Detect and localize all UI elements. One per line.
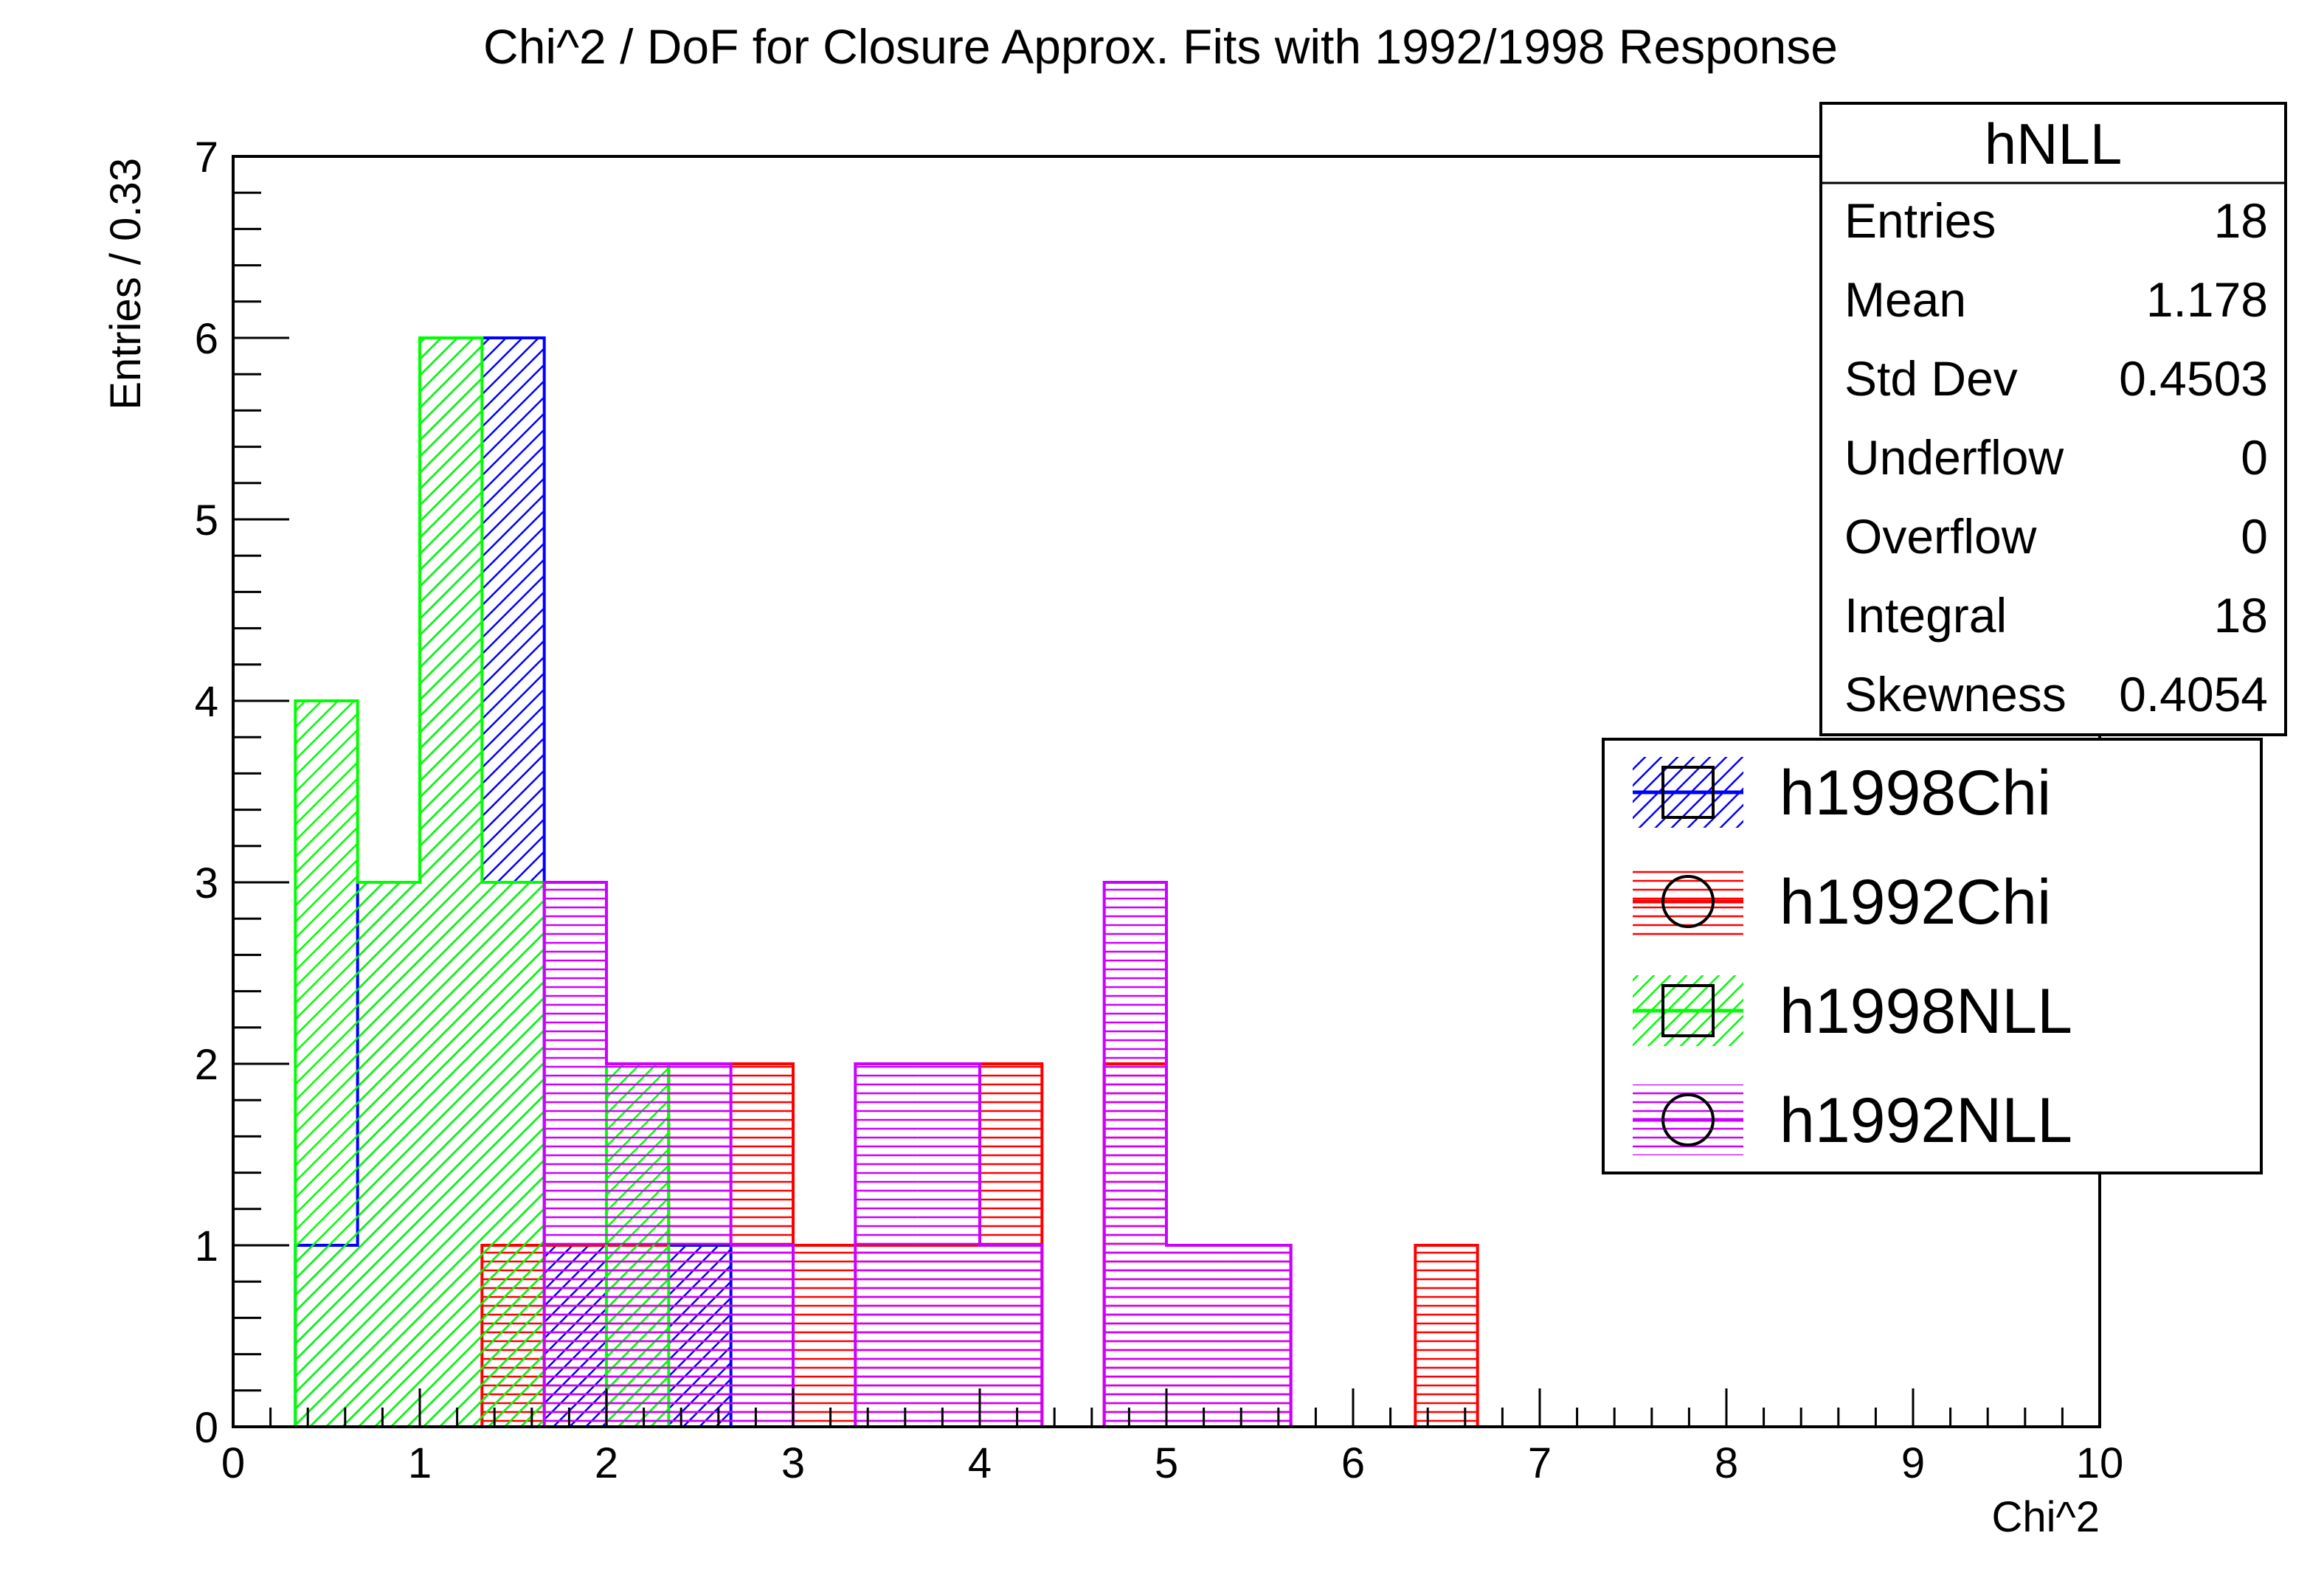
- series-h1992NLL: [233, 881, 2100, 1428]
- bar-h1998NLL-4: [482, 882, 544, 1427]
- stats-value: 0.4054: [2119, 667, 2268, 721]
- stats-label: Mean: [1844, 272, 1966, 327]
- bar-h1992NLL-5: [544, 882, 606, 1427]
- stats-value: 1.178: [2146, 272, 2268, 327]
- x-tick-label: 9: [1901, 1439, 1925, 1487]
- histogram-bars: [233, 336, 2100, 1428]
- legend-marker-circle: [1661, 1093, 1715, 1146]
- x-axis-label: Chi^2: [1991, 1493, 2100, 1541]
- legend-label: h1992Chi: [1780, 867, 2051, 938]
- stats-title: hNLL: [1985, 111, 2122, 176]
- y-tick-label: 4: [195, 678, 218, 726]
- x-tick-label: 4: [968, 1439, 992, 1487]
- bar-h1992NLL-6: [606, 1064, 669, 1427]
- bar-h1992NLL-10: [855, 1064, 918, 1427]
- x-tick-label: 1: [408, 1439, 432, 1487]
- bar-h1992NLL-14: [1104, 882, 1166, 1427]
- stats-value: 0.4503: [2119, 351, 2268, 406]
- bar-h1992Chi-19: [1415, 1245, 1478, 1427]
- legend-item: h1992NLL: [1633, 1084, 2072, 1156]
- x-tick-label: 0: [221, 1439, 245, 1487]
- y-tick-label: 5: [195, 496, 218, 544]
- stats-label: Skewness: [1844, 667, 2067, 721]
- x-tick-label: 3: [781, 1439, 805, 1487]
- x-tick-label: 5: [1155, 1439, 1178, 1487]
- bar-h1992NLL-15: [1166, 1245, 1229, 1427]
- y-tick-label: 3: [195, 859, 218, 907]
- chart-title: Chi^2 / DoF for Closure Approx. Fits wit…: [483, 19, 1838, 74]
- axes: 0 1 2 3 4 5 6 7 8 9 10 0 1 2 3 4 5 6 7: [195, 134, 2124, 1487]
- legend-marker-circle: [1661, 875, 1715, 928]
- bar-h1998NLL-3: [420, 338, 483, 1427]
- legend-label: h1992NLL: [1780, 1085, 2072, 1156]
- legend-item: h1992Chi: [1633, 866, 2051, 938]
- y-tick-label: 0: [195, 1404, 218, 1452]
- legend-marker-square: [1661, 984, 1715, 1037]
- x-tick-label: 10: [2076, 1439, 2124, 1487]
- legend-item: h1998NLL: [1633, 975, 2072, 1047]
- y-axis-label: Entries / 0.33: [102, 158, 150, 410]
- bar-h1992NLL-12: [980, 1245, 1042, 1427]
- stats-value: 18: [2214, 588, 2268, 643]
- legend: h1998Chi h1992Chi h1998NLL h1992NLL: [1602, 738, 2263, 1174]
- stats-value: 0: [2241, 509, 2268, 564]
- stats-value: 18: [2214, 193, 2268, 248]
- stats-label: Std Dev: [1844, 351, 2018, 406]
- y-tick-label: 1: [195, 1222, 218, 1270]
- x-tick-label: 6: [1341, 1439, 1365, 1487]
- bar-h1992NLL-11: [917, 1064, 980, 1427]
- stats-label: Underflow: [1844, 430, 2064, 485]
- stats-label: Integral: [1844, 588, 2007, 643]
- outline-h1992NLL: [233, 881, 2100, 1428]
- bar-h1992NLL-7: [668, 1064, 731, 1427]
- bar-h1998NLL-2: [357, 882, 420, 1427]
- y-tick-label: 6: [195, 315, 218, 363]
- y-tick-label: 2: [195, 1041, 218, 1089]
- legend-label: h1998NLL: [1780, 976, 2072, 1047]
- stats-value: 0: [2241, 430, 2268, 485]
- x-tick-label: 7: [1528, 1439, 1552, 1487]
- stats-box: hNLL Entries 18 Mean 1.178 Std Dev 0.4503 Unde…: [1819, 102, 2287, 736]
- y-tick-label: 7: [195, 134, 218, 181]
- x-tick-label: 2: [595, 1439, 618, 1487]
- legend-label: h1998Chi: [1780, 758, 2051, 828]
- bar-h1992Chi-9: [793, 1245, 856, 1427]
- stats-label: Overflow: [1844, 509, 2037, 564]
- bar-h1992NLL-16: [1228, 1245, 1291, 1427]
- stats-label: Entries: [1844, 193, 1996, 248]
- x-tick-label: 8: [1715, 1439, 1738, 1487]
- bar-h1998NLL-1: [295, 701, 358, 1427]
- legend-item: h1998Chi: [1633, 757, 2051, 828]
- bar-h1992NLL-8: [730, 1245, 793, 1427]
- legend-marker-square: [1661, 766, 1715, 819]
